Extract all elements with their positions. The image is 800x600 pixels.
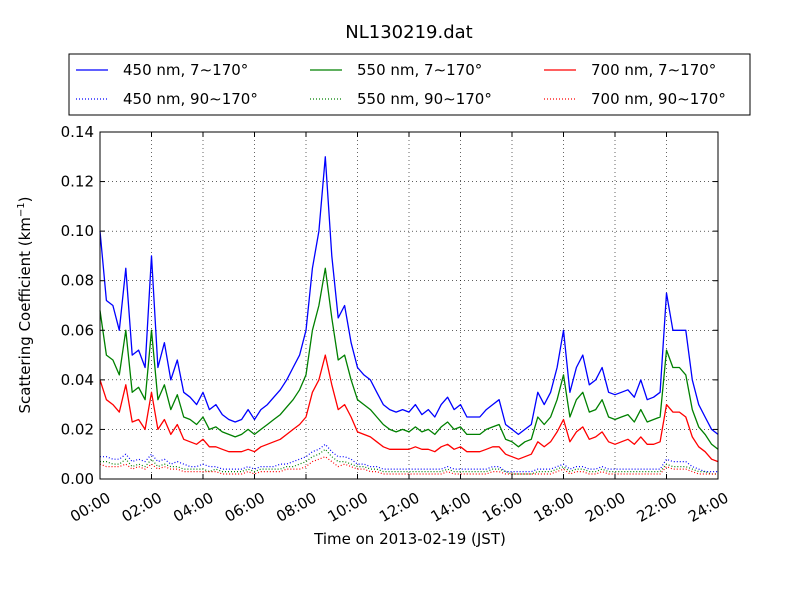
legend-label: 450 nm, 7∼170° [123, 61, 248, 79]
y-axis-label-superscript: −1 [16, 202, 27, 217]
legend-label: 550 nm, 7∼170° [357, 61, 482, 79]
y-tick-label: 0.04 [61, 371, 94, 389]
y-tick-label: 0.12 [61, 173, 94, 191]
plot-background [100, 132, 718, 479]
y-axis-tick-labels: 0.00 0.02 0.04 0.06 0.08 0.10 0.12 0.14 [61, 123, 94, 488]
y-tick-label: 0.10 [61, 222, 94, 240]
series-line-2 [99, 267, 719, 450]
series-line-3 [100, 448, 718, 475]
y-axis-label-tail: ) [16, 196, 34, 202]
y-tick-label: 0.08 [61, 272, 94, 290]
plot-area: 00:00 02:00 04:00 06:00 08:00 10:00 12:00 14:00… [61, 123, 732, 526]
legend-box [68, 53, 751, 116]
legend: 450 nm, 7∼170° 450 nm, 90∼170° 550 nm, 7∼1… [68, 53, 751, 116]
grid-lines [100, 132, 718, 479]
y-tick-label: 0.00 [61, 470, 94, 488]
legend-label: 700 nm, 7∼170° [591, 61, 716, 79]
series-line-1 [100, 443, 718, 473]
y-axis-label-main: Scattering Coefficient (km [16, 217, 34, 413]
y-axis-label: Scattering Coefficient (km−1) [16, 196, 34, 413]
x-axis-label: Time on 2013-02-19 (JST) [313, 530, 506, 548]
y-tick-label: 0.02 [61, 420, 94, 438]
y-tick-label: 0.06 [61, 321, 94, 339]
legend-label: 550 nm, 90∼170° [357, 90, 492, 108]
legend-label: 700 nm, 90∼170° [591, 90, 726, 108]
axis-ticks [99, 131, 719, 480]
series-line-4 [99, 354, 719, 463]
chart-title: NL130219.dat [345, 22, 472, 43]
y-tick-label: 0.14 [61, 123, 94, 141]
legend-label: 450 nm, 90∼170° [123, 90, 258, 108]
series-line-0 [99, 156, 719, 436]
